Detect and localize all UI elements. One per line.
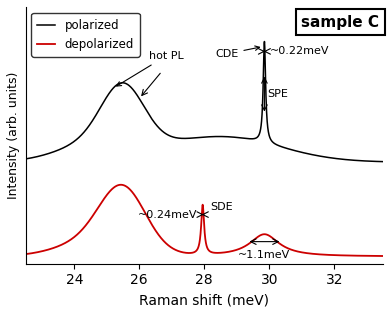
depolarized [381, 254, 385, 258]
Line: depolarized: depolarized [25, 185, 383, 256]
Text: ~1.1meV: ~1.1meV [238, 250, 291, 260]
polarized [176, 136, 181, 140]
depolarized [335, 253, 340, 257]
depolarized [23, 252, 28, 256]
depolarized [64, 241, 69, 244]
Legend: polarized, depolarized: polarized, depolarized [32, 13, 140, 57]
polarized [262, 40, 267, 43]
Text: ~0.22meV: ~0.22meV [269, 46, 329, 57]
polarized [64, 144, 69, 148]
Text: SDE: SDE [210, 202, 233, 212]
depolarized [176, 249, 181, 253]
depolarized [374, 254, 378, 258]
depolarized [160, 238, 165, 242]
Text: CDE: CDE [215, 46, 259, 59]
depolarized [85, 221, 90, 225]
Text: ~0.24meV: ~0.24meV [138, 209, 197, 219]
Y-axis label: Intensity (arb. units): Intensity (arb. units) [7, 72, 20, 199]
Text: SPE: SPE [268, 89, 289, 99]
polarized [335, 157, 340, 160]
Text: sample C: sample C [301, 15, 379, 30]
X-axis label: Raman shift (meV): Raman shift (meV) [139, 293, 269, 307]
polarized [85, 126, 90, 130]
polarized [160, 129, 165, 133]
polarized [381, 160, 385, 164]
depolarized [119, 183, 123, 187]
polarized [374, 160, 378, 163]
Line: polarized: polarized [25, 41, 383, 162]
polarized [23, 157, 28, 161]
Text: hot PL: hot PL [117, 51, 184, 86]
